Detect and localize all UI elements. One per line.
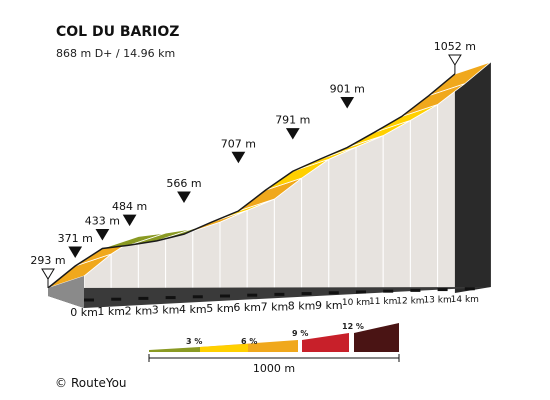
distance-tick-label: 1 km bbox=[97, 305, 125, 318]
elevation-marker-icon bbox=[122, 214, 137, 227]
profile-base-edge bbox=[48, 287, 491, 308]
gradient-segments bbox=[47, 61, 492, 308]
profile-wall-segment bbox=[409, 103, 439, 290]
chart-title: COL DU BARIOZ bbox=[56, 24, 179, 40]
elevation-label: 433 m bbox=[85, 215, 120, 228]
elevation-label: 901 m bbox=[330, 83, 365, 96]
elevation-label: 484 m bbox=[112, 200, 147, 213]
profile-wall-segment bbox=[219, 209, 248, 296]
distance-tick-label: 14 km bbox=[451, 295, 479, 305]
legend-swatch-4 bbox=[200, 344, 248, 352]
distance-tick-label: 2 km bbox=[125, 304, 153, 317]
elevation-marker-icon bbox=[95, 229, 110, 241]
profile-wall-segment bbox=[355, 134, 384, 292]
profile-wall-segment bbox=[165, 228, 194, 298]
distance-tick-label: 5 km bbox=[206, 302, 234, 315]
elevation-label: 791 m bbox=[275, 114, 310, 127]
legend-label-3: 3 % bbox=[186, 337, 202, 346]
scale-bar: 1000 m bbox=[148, 354, 400, 375]
profile-start-cap bbox=[48, 276, 84, 308]
profile-wall-segment bbox=[246, 198, 275, 295]
gradient-legend: 3 % 6 % 9 % 12 % bbox=[149, 322, 399, 352]
profile-wall-segment bbox=[382, 119, 411, 291]
chart-subtitle: 868 m D+ / 14.96 km bbox=[56, 47, 175, 60]
elevation-label: 1052 m bbox=[434, 40, 476, 53]
brand-name: RouteYou bbox=[71, 376, 127, 390]
legend-label-12: 12 % bbox=[342, 322, 364, 331]
legend-swatch-9 bbox=[302, 333, 349, 352]
legend-swatch-3 bbox=[149, 347, 200, 352]
legend-label-9: 9 % bbox=[292, 329, 308, 338]
distance-tick-label: 8 km bbox=[288, 300, 316, 313]
elevation-marker-icon bbox=[285, 128, 300, 140]
elevation-marker-icon bbox=[340, 97, 355, 109]
scale-bar-label: 1000 m bbox=[253, 362, 295, 375]
profile-wall-segment bbox=[328, 146, 357, 293]
elevation-label: 566 m bbox=[166, 177, 201, 190]
distance-tick-label: 11 km bbox=[369, 297, 397, 307]
distance-axis: 0 km 1 km 2 km 3 km 4 km 5 km 6 km 7 km 8 km 9 km… bbox=[70, 287, 479, 319]
distance-tick-label: 7 km bbox=[261, 300, 289, 313]
footer: © RouteYou bbox=[55, 376, 127, 390]
elevation-markers: 293 m 371 m 433 m 484 m 566 m 707 m 791 m 901 m… bbox=[30, 40, 476, 288]
profile-wall-segment bbox=[192, 221, 221, 297]
elevation-marker-icon bbox=[41, 268, 55, 280]
profile-end-cap bbox=[454, 61, 491, 293]
distance-tick-label: 6 km bbox=[233, 301, 261, 314]
copyright-icon: © bbox=[55, 376, 67, 390]
distance-tick-label: 13 km bbox=[423, 296, 451, 306]
legend-label-6: 6 % bbox=[241, 337, 257, 346]
elevation-label: 371 m bbox=[58, 232, 93, 245]
legend-swatch-12 bbox=[354, 323, 399, 352]
elevation-marker-icon bbox=[177, 191, 191, 203]
elevation-marker-icon bbox=[231, 151, 246, 164]
distance-tick-label: 0 km bbox=[70, 306, 98, 319]
profile-wall-segment bbox=[301, 158, 330, 294]
elevation-marker-icon bbox=[68, 246, 83, 258]
elevation-label: 293 m bbox=[30, 254, 65, 267]
elevation-label: 707 m bbox=[221, 137, 256, 150]
distance-tick-label: 9 km bbox=[315, 299, 343, 312]
distance-tick-label: 4 km bbox=[179, 303, 207, 316]
elevation-marker-icon bbox=[448, 54, 462, 66]
distance-tick-label: 12 km bbox=[396, 296, 424, 306]
profile-ridge-line bbox=[47, 73, 456, 289]
distance-tick-label: 10 km bbox=[342, 298, 370, 308]
distance-tick-label: 3 km bbox=[152, 304, 180, 317]
